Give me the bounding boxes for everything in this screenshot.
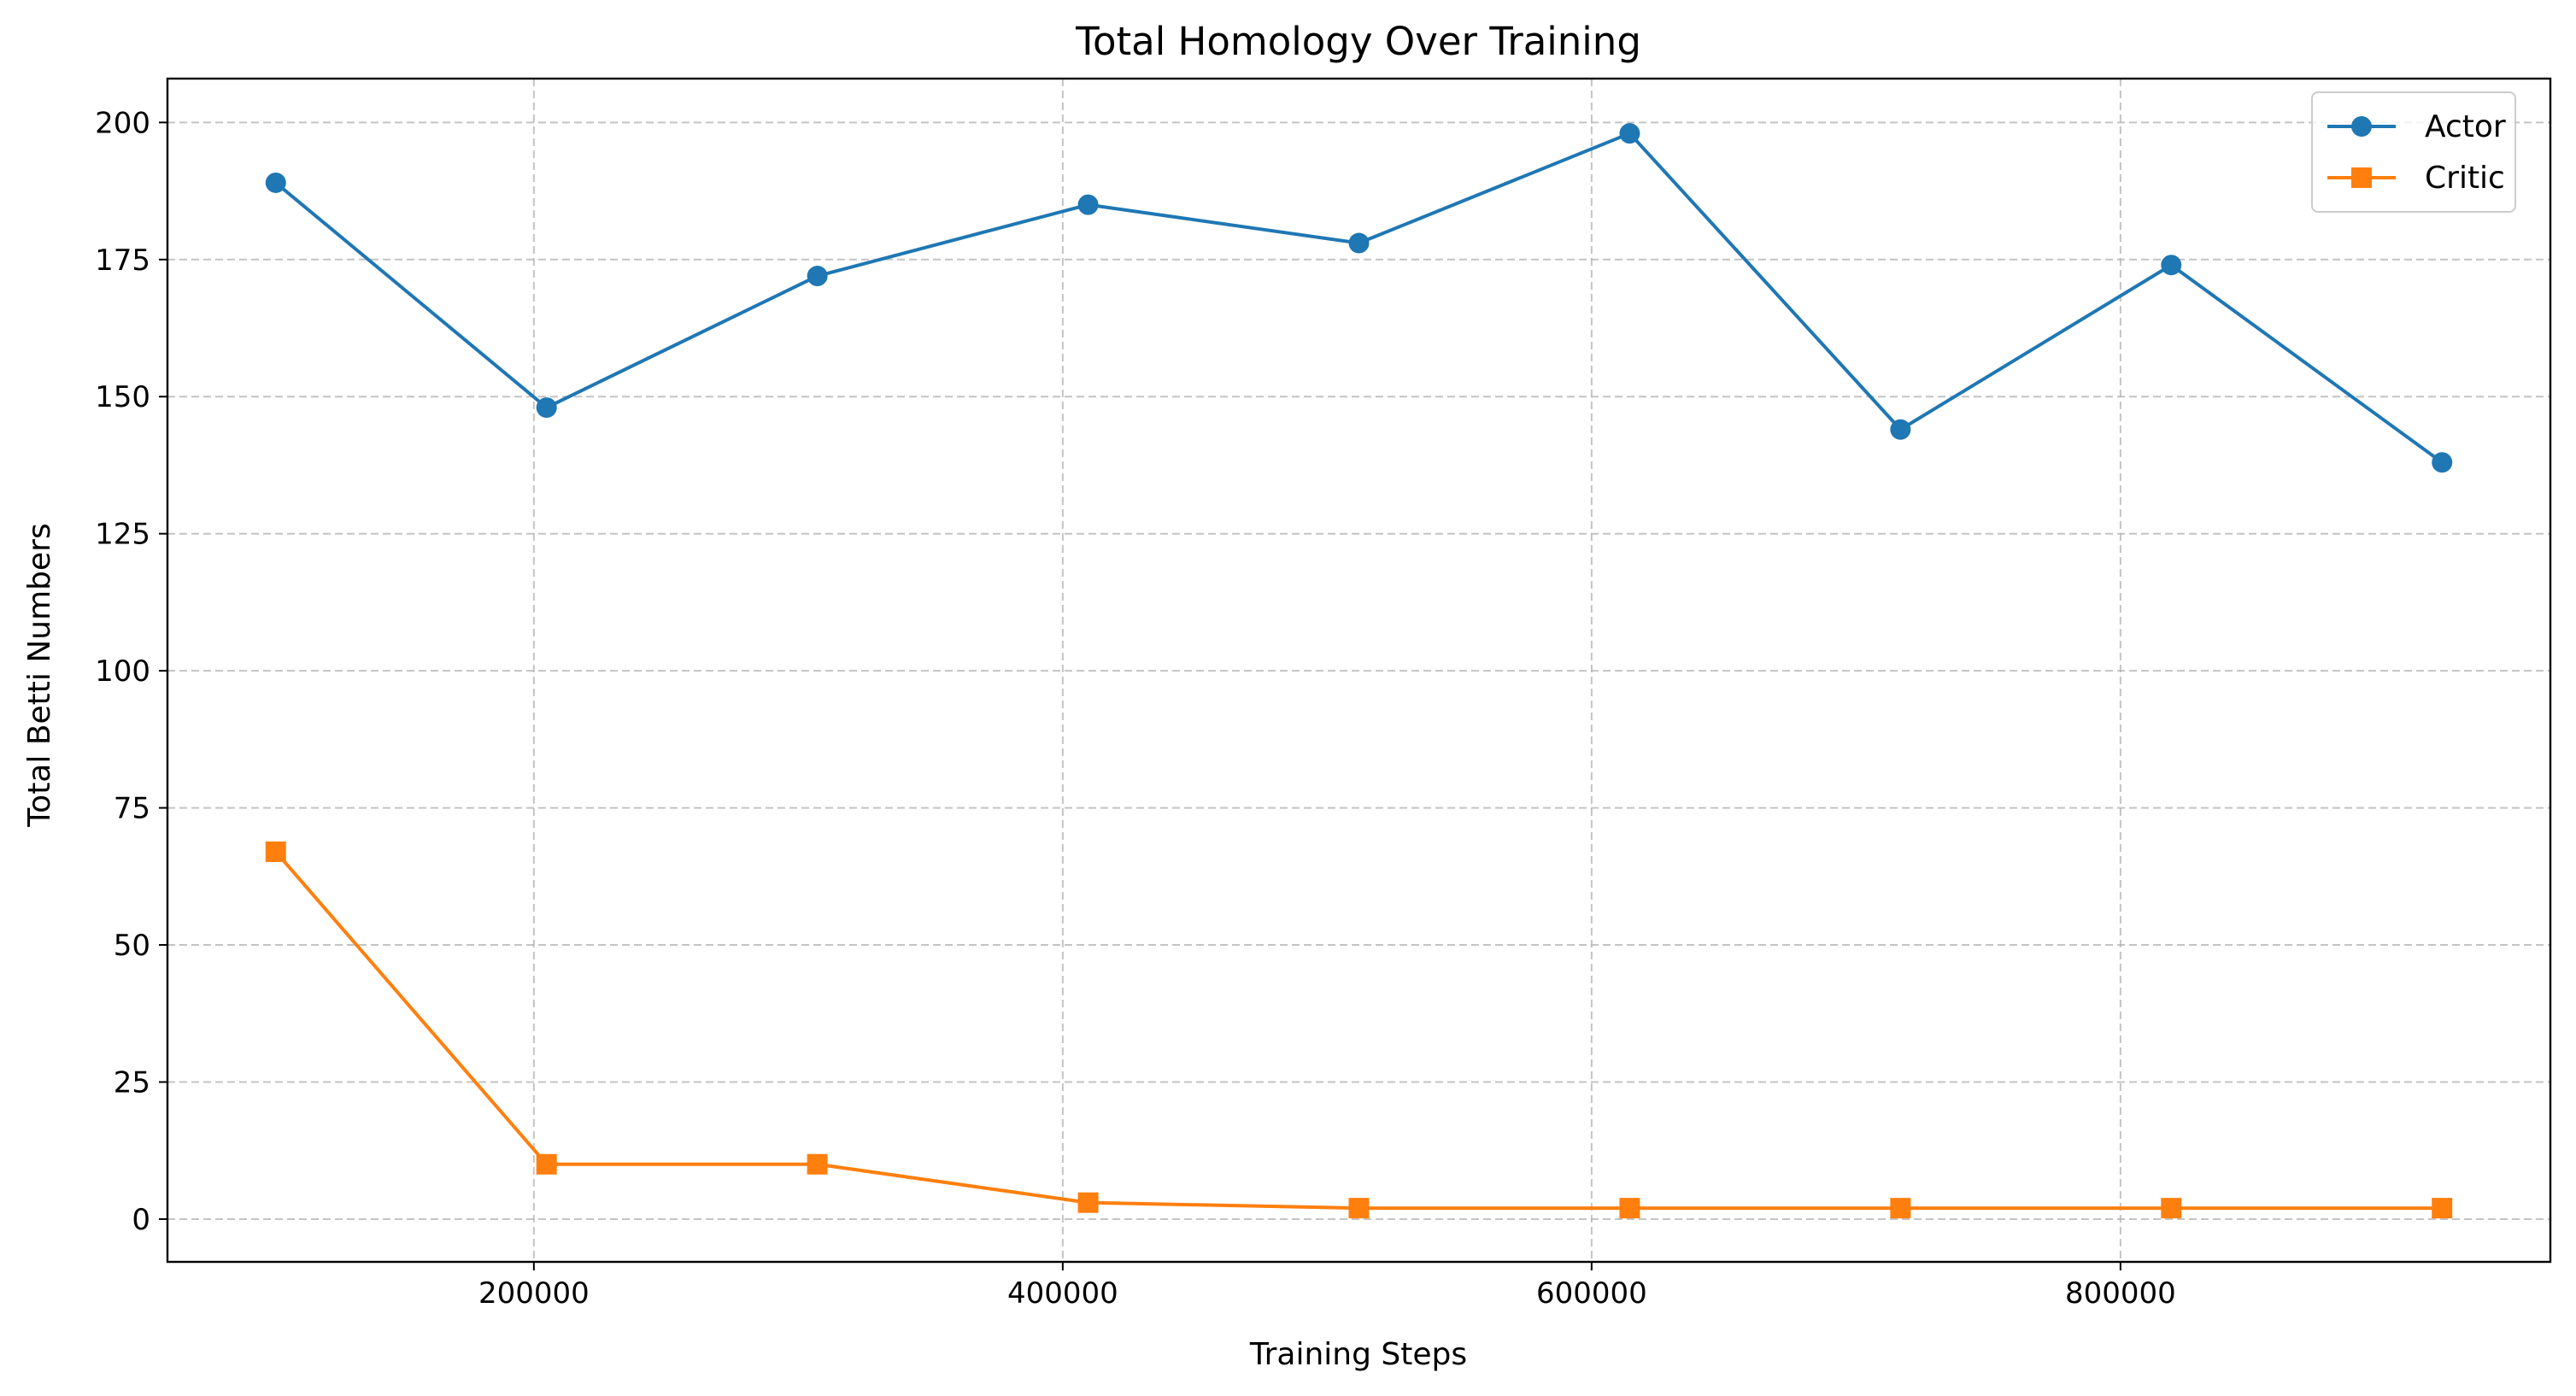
y-tick-label: 150 <box>95 380 150 414</box>
x-axis-label: Training Steps <box>1249 1337 1467 1372</box>
legend-label-actor: Actor <box>2425 109 2506 144</box>
x-axis-ticks: 200000 400000 600000 800000 <box>478 1262 2176 1311</box>
series-critic-point <box>1619 1198 1640 1219</box>
y-tick-label: 175 <box>95 243 150 278</box>
series-critic <box>265 841 2453 1219</box>
series-actor-point <box>807 266 828 287</box>
series-actor-point <box>265 172 286 193</box>
x-tick-label: 400000 <box>1007 1276 1118 1311</box>
series-actor <box>265 123 2453 473</box>
x-tick-label: 800000 <box>2065 1276 2176 1311</box>
y-tick-label: 100 <box>95 654 150 689</box>
series-critic-point <box>1077 1192 1099 1213</box>
series-actor-point <box>1619 123 1640 144</box>
y-tick-label: 125 <box>95 518 150 552</box>
series-actor-point <box>1077 194 1099 215</box>
y-tick-label: 50 <box>114 929 150 963</box>
x-tick-label: 600000 <box>1536 1276 1647 1311</box>
legend-item-critic: Critic <box>2327 161 2505 196</box>
y-tick-label: 0 <box>132 1203 150 1237</box>
x-tick-label: 200000 <box>478 1276 590 1311</box>
y-axis-label: Total Betti Numbers <box>22 523 57 827</box>
series-critic-point <box>2161 1198 2182 1219</box>
legend-items: Actor Critic <box>2327 109 2506 196</box>
grid-lines <box>167 79 2550 1262</box>
series-critic-point <box>2432 1198 2453 1219</box>
series-actor-point <box>1348 232 1370 254</box>
legend: Actor Critic <box>2311 91 2516 213</box>
series-actor-point <box>1890 419 1911 440</box>
series-actor-point <box>536 397 557 419</box>
legend-item-actor: Actor <box>2327 109 2506 144</box>
series-critic-point <box>265 841 286 862</box>
series-actor-point <box>2161 255 2182 276</box>
series-critic-point <box>1890 1198 1911 1219</box>
legend-label-critic: Critic <box>2425 161 2505 196</box>
series-actor-point <box>2432 452 2453 473</box>
chart-title: Total Homology Over Training <box>1075 19 1641 64</box>
series-critic-point <box>536 1153 557 1175</box>
series-critic-point <box>807 1153 828 1175</box>
y-tick-label: 75 <box>114 792 150 826</box>
legend-marker-square <box>2351 167 2372 188</box>
legend-marker-circle <box>2351 116 2372 137</box>
series-critic-point <box>1348 1198 1370 1219</box>
y-tick-label: 200 <box>95 106 150 140</box>
series-layer <box>265 123 2453 1219</box>
y-axis-ticks: 0 25 50 75 100 125 150 175 200 <box>95 106 167 1237</box>
y-tick-label: 25 <box>114 1065 150 1100</box>
